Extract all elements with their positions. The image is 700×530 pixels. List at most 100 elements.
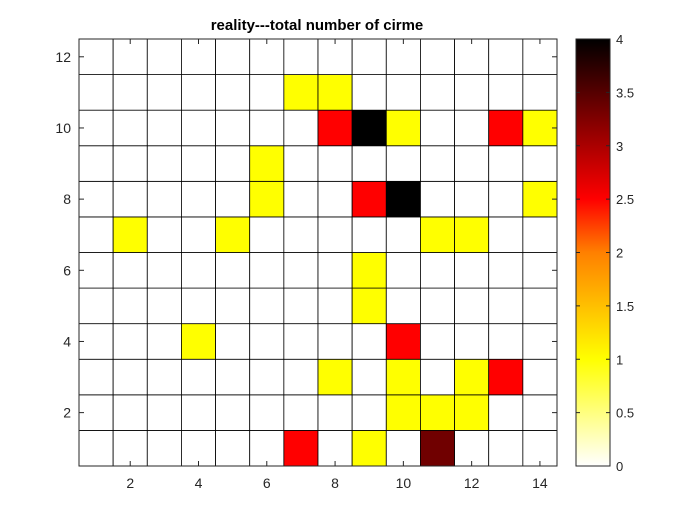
- heatmap-cell: [317, 38, 353, 75]
- heatmap-cell: [181, 180, 216, 218]
- heatmap-cells: [78, 38, 558, 467]
- heatmap-cell: [317, 358, 353, 396]
- heatmap-cell: [283, 430, 319, 467]
- heatmap-cell: [146, 38, 182, 75]
- heatmap-cell: [420, 74, 455, 111]
- heatmap-cell: [522, 430, 558, 467]
- heatmap-cell: [78, 109, 114, 147]
- heatmap-cell: [522, 109, 558, 147]
- heatmap-cell: [522, 394, 558, 431]
- heatmap-cell: [522, 358, 558, 396]
- heatmap-cell: [283, 38, 319, 75]
- heatmap-cell: [249, 145, 285, 182]
- heatmap-cell: [215, 358, 251, 396]
- heatmap-cell: [283, 145, 319, 182]
- heatmap-cell: [317, 180, 353, 218]
- heatmap-cell: [420, 358, 455, 396]
- heatmap-cell: [249, 287, 285, 325]
- heatmap-cell: [215, 430, 251, 467]
- heatmap-cell: [488, 287, 524, 325]
- heatmap-cell: [488, 216, 524, 253]
- heatmap-cell: [181, 109, 216, 147]
- heatmap-cell: [420, 38, 455, 75]
- heatmap-cell: [317, 74, 353, 111]
- heatmap-cell: [454, 358, 490, 396]
- heatmap-cell: [78, 430, 114, 467]
- heatmap-cell: [181, 216, 216, 253]
- heatmap-cell: [146, 430, 182, 467]
- heatmap-cell: [181, 323, 216, 360]
- heatmap-cell: [351, 180, 387, 218]
- heatmap-cell: [146, 74, 182, 111]
- heatmap-cell: [283, 323, 319, 360]
- heatmap-cell: [283, 180, 319, 218]
- heatmap-cell: [454, 394, 490, 431]
- heatmap-cell: [181, 358, 216, 396]
- heatmap-cell: [385, 430, 421, 467]
- heatmap-cell: [317, 430, 353, 467]
- heatmap-cell: [351, 74, 387, 111]
- heatmap-cell: [522, 145, 558, 182]
- heatmap-cell: [112, 38, 148, 75]
- heatmap-cell: [522, 216, 558, 253]
- heatmap-cell: [420, 145, 455, 182]
- heatmap-cell: [351, 216, 387, 253]
- heatmap-cell: [215, 287, 251, 325]
- colorbar-tick-label: 1.5: [616, 299, 634, 314]
- heatmap-cell: [522, 180, 558, 218]
- heatmap-cell: [146, 252, 182, 289]
- heatmap-cell: [78, 358, 114, 396]
- x-tick-label: 6: [263, 475, 271, 491]
- heatmap-cell: [454, 38, 490, 75]
- y-tick-label: 10: [55, 120, 71, 136]
- y-tick-label: 12: [55, 49, 71, 65]
- heatmap-cell: [112, 252, 148, 289]
- heatmap-cell: [351, 109, 387, 147]
- heatmap-cell: [146, 358, 182, 396]
- heatmap-cell: [146, 180, 182, 218]
- heatmap-cell: [454, 109, 490, 147]
- heatmap-cell: [488, 252, 524, 289]
- heatmap-cell: [215, 323, 251, 360]
- heatmap-cell: [488, 145, 524, 182]
- heatmap-cell: [488, 323, 524, 360]
- heatmap-cell: [181, 430, 216, 467]
- heatmap-cell: [112, 287, 148, 325]
- heatmap-cell: [78, 216, 114, 253]
- heatmap-cell: [146, 109, 182, 147]
- heatmap-cell: [317, 394, 353, 431]
- heatmap-cell: [317, 216, 353, 253]
- heatmap-cell: [385, 74, 421, 111]
- heatmap-cell: [385, 38, 421, 75]
- heatmap-cell: [283, 394, 319, 431]
- heatmap-cell: [112, 109, 148, 147]
- colorbar-tick-label: 3.5: [616, 85, 634, 100]
- heatmap-cell: [112, 323, 148, 360]
- heatmap-cell: [249, 252, 285, 289]
- heatmap-cell: [215, 109, 251, 147]
- heatmap-cell: [317, 109, 353, 147]
- y-tick-label: 8: [63, 191, 71, 207]
- colorbar-tick-label: 0.5: [616, 406, 634, 421]
- heatmap-cell: [351, 38, 387, 75]
- heatmap-cell: [454, 287, 490, 325]
- heatmap-cell: [283, 252, 319, 289]
- y-tick-label: 4: [63, 333, 71, 349]
- heatmap-cell: [112, 74, 148, 111]
- heatmap-cell: [146, 216, 182, 253]
- plot-area-frame: [78, 38, 558, 467]
- heatmap-cell: [78, 394, 114, 431]
- heatmap-cell: [522, 252, 558, 289]
- heatmap-cell: [249, 358, 285, 396]
- colorbar-axis: 0 0.5 1 1.5 2 2.5 3 3.5 4: [576, 32, 634, 474]
- heatmap-cell: [522, 287, 558, 325]
- heatmap-cell: [78, 323, 114, 360]
- x-tick-label: 8: [331, 475, 339, 491]
- y-axis: 2 4 6 8 10 12: [55, 49, 557, 421]
- x-tick-label: 14: [532, 475, 548, 491]
- heatmap-cell: [420, 287, 455, 325]
- heatmap-cell: [522, 74, 558, 111]
- heatmap-cell: [215, 252, 251, 289]
- heatmap-cell: [181, 252, 216, 289]
